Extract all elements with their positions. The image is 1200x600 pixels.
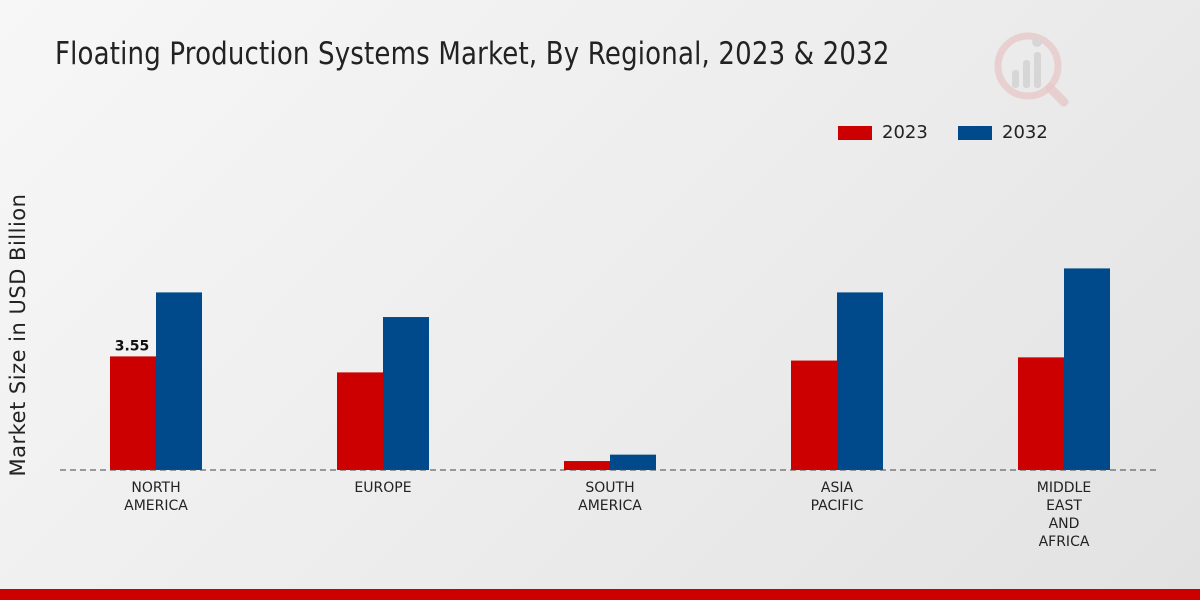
bar-2032-0 [156,292,202,470]
legend-swatch-2023 [838,125,872,140]
x-tick-label-3: ASIA PACIFIC [811,480,864,514]
bar-2023-4 [1018,357,1064,470]
legend-label-2032: 2032 [1002,122,1048,143]
x-tick-label-4: MIDDLE EAST AND AFRICA [1037,480,1091,550]
x-tick-label-0: NORTH AMERICA [124,480,188,514]
bar-2032-1 [383,317,429,470]
watermark-logo-icon [994,32,1069,107]
bar-2032-2 [610,454,656,470]
footer-bar [0,589,1200,600]
legend-item-2032: 2032 [958,122,1048,143]
bar-2023-3 [791,360,837,470]
bar-2023-1 [337,372,383,470]
chart-title: Floating Production Systems Market, By R… [55,36,890,72]
x-tick-label-2: SOUTH AMERICA [578,480,642,514]
bar-2032-3 [837,292,883,470]
legend-swatch-2032 [958,125,992,140]
legend-item-2023: 2023 [838,122,928,143]
legend-label-2023: 2023 [882,122,928,143]
data-label-0: 3.55 [115,338,150,354]
bar-2023-0 [110,356,156,470]
x-tick-label-1: EUROPE [354,480,411,496]
bar-2023-2 [564,461,610,470]
bar-2032-4 [1064,268,1110,470]
